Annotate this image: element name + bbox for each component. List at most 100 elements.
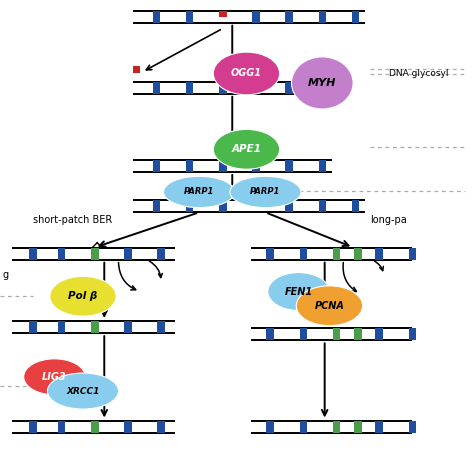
Bar [186, 82, 193, 88]
Bar [58, 253, 65, 260]
Bar [409, 421, 416, 427]
Bar [91, 321, 99, 328]
Bar [266, 426, 274, 432]
Bar [186, 201, 193, 207]
Bar [300, 421, 307, 427]
Ellipse shape [292, 57, 353, 109]
Bar [219, 11, 227, 17]
Bar [219, 87, 227, 94]
Text: MYH: MYH [308, 78, 337, 88]
Bar [153, 201, 160, 207]
Bar [153, 87, 160, 94]
Bar [352, 206, 359, 212]
Bar [58, 327, 65, 333]
Bar [29, 247, 37, 254]
Bar [285, 11, 293, 17]
Bar [219, 201, 227, 207]
Bar [58, 421, 65, 427]
Bar [375, 328, 383, 335]
Bar [319, 16, 326, 23]
Bar [333, 334, 340, 340]
Bar [186, 87, 193, 94]
Bar [333, 328, 340, 335]
Bar [29, 426, 37, 432]
Ellipse shape [230, 176, 301, 208]
Bar [266, 421, 274, 427]
Bar [157, 327, 165, 333]
Bar [285, 206, 293, 212]
Bar [153, 11, 160, 17]
Bar [219, 206, 227, 212]
Bar [186, 165, 193, 172]
Bar [354, 328, 362, 335]
Bar [266, 334, 274, 340]
Bar [133, 66, 140, 73]
Bar [285, 160, 293, 166]
Bar [300, 247, 307, 254]
Bar [409, 247, 416, 254]
Bar [157, 421, 165, 427]
Bar [409, 328, 416, 335]
Ellipse shape [213, 129, 280, 169]
Bar [319, 201, 326, 207]
Bar [300, 426, 307, 432]
Bar [186, 11, 193, 17]
Text: Pol β: Pol β [68, 291, 98, 301]
Text: APE1: APE1 [231, 144, 262, 155]
Text: XRCC1: XRCC1 [66, 387, 100, 395]
Bar [58, 426, 65, 432]
Bar [124, 247, 132, 254]
Bar [124, 421, 132, 427]
Bar [409, 426, 416, 432]
Bar [354, 247, 362, 254]
Text: OGG1: OGG1 [231, 68, 262, 79]
Bar [252, 82, 260, 88]
Bar [124, 327, 132, 333]
Bar [285, 87, 293, 94]
Bar [124, 426, 132, 432]
Bar [252, 16, 260, 23]
Bar [333, 426, 340, 432]
Text: PARP1: PARP1 [250, 188, 281, 196]
Bar [29, 253, 37, 260]
Bar [29, 321, 37, 328]
Bar [354, 426, 362, 432]
Bar [219, 165, 227, 172]
Bar [252, 160, 260, 166]
Bar [252, 11, 260, 17]
Bar [266, 328, 274, 335]
Bar [375, 421, 383, 427]
Text: short-patch BER: short-patch BER [33, 215, 112, 226]
Bar [354, 421, 362, 427]
Text: PCNA: PCNA [314, 301, 345, 311]
Bar [91, 253, 99, 260]
Ellipse shape [268, 273, 329, 310]
Ellipse shape [296, 286, 363, 326]
Bar [124, 253, 132, 260]
Text: g: g [2, 270, 9, 280]
Bar [333, 421, 340, 427]
Bar [252, 165, 260, 172]
Bar [375, 253, 383, 260]
Bar [285, 16, 293, 23]
Bar [124, 321, 132, 328]
Bar [186, 160, 193, 166]
Bar [153, 206, 160, 212]
Bar [319, 87, 326, 94]
Bar [153, 160, 160, 166]
Bar [186, 16, 193, 23]
Ellipse shape [50, 276, 116, 316]
Bar [354, 334, 362, 340]
Bar [266, 253, 274, 260]
Text: LIG3: LIG3 [42, 372, 67, 382]
Bar [285, 201, 293, 207]
Bar [29, 421, 37, 427]
Bar [157, 426, 165, 432]
Text: long-pa: long-pa [370, 215, 407, 226]
Ellipse shape [213, 52, 280, 95]
Bar [285, 165, 293, 172]
Bar [157, 321, 165, 328]
Bar [153, 165, 160, 172]
Text: DNA glycosyl: DNA glycosyl [389, 69, 448, 78]
Bar [375, 334, 383, 340]
